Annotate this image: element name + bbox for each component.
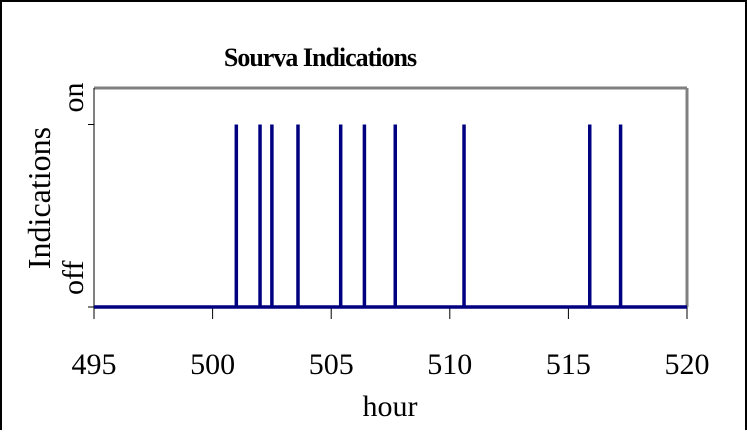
x-axis-label: hour [363, 390, 418, 423]
x-tick-label: 515 [546, 348, 591, 381]
y-axis-label: Indications [21, 127, 57, 269]
x-tick-label: 500 [190, 348, 235, 381]
x-tick-label: 520 [665, 348, 710, 381]
x-tick-label: 505 [309, 348, 354, 381]
chart-title: Sourva Indications [224, 43, 417, 72]
x-tick-label: 495 [72, 348, 117, 381]
y-tick-label: on [57, 83, 90, 113]
x-tick-label: 510 [427, 348, 472, 381]
data-line [94, 124, 687, 309]
y-tick-label: off [57, 261, 90, 295]
